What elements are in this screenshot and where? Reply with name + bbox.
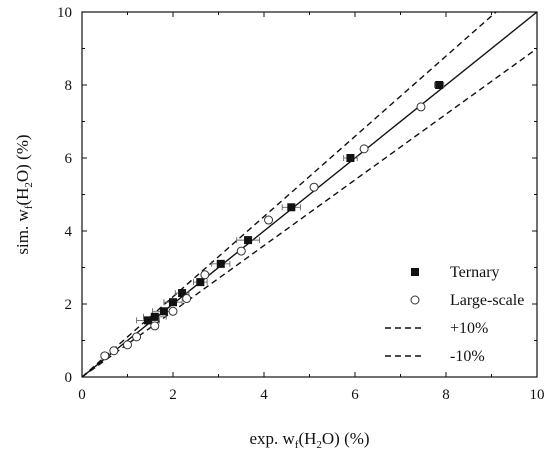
ternary-point [143,316,152,325]
large-scale-point [416,102,426,112]
x-tick-label: 2 [169,387,177,403]
large-scale-point [150,321,160,331]
ternary-point [196,278,205,287]
ternary-point [216,259,225,268]
x-axis-title: exp. wf(H2O) (%) [249,429,369,451]
large-scale-point [132,332,142,342]
ternary-point [435,81,444,89]
large-scale-point [264,215,274,225]
x-tick-label: 6 [351,387,359,403]
ternary-point [244,236,253,245]
legend-label: -10% [450,348,485,365]
large-scale-point [100,351,110,361]
large-scale-point [309,182,319,192]
large-scale-point [236,246,246,256]
legend-marker-large-scale [410,295,420,305]
legend-marker-ternary [411,268,419,276]
y-tick-label: 6 [65,151,73,167]
ternary-point [159,307,168,316]
large-scale-point [200,270,210,280]
y-tick-label: 8 [65,78,73,94]
x-tick-label: 4 [260,387,268,403]
ternary-point [178,289,187,298]
y-tick-label: 0 [65,370,73,386]
y-tick-label: 4 [65,224,73,240]
y-tick-label: 10 [57,5,72,21]
legend-label: Large-scale [450,292,524,309]
ternary-point [346,154,355,162]
y-axis-title: sim. wf(H2O) (%) [13,134,35,254]
legend: Ternary Large-scale +10% -10% [385,264,524,365]
y-tick-label: 2 [65,297,73,313]
x-tick-label: 0 [78,387,86,403]
large-scale-point [168,306,178,316]
legend-label: +10% [450,320,488,337]
ternary-point [150,312,159,321]
minus-10-percent-line [82,47,537,377]
ternary-point [169,298,177,307]
large-scale-point [182,294,192,304]
ternary-point [287,203,296,212]
legend-label: Ternary [450,264,500,281]
large-scale-point [109,346,119,356]
large-scale-point [359,144,369,154]
large-scale-point [123,340,132,350]
x-tick-label: 10 [530,387,545,403]
x-tick-label: 8 [442,387,450,403]
